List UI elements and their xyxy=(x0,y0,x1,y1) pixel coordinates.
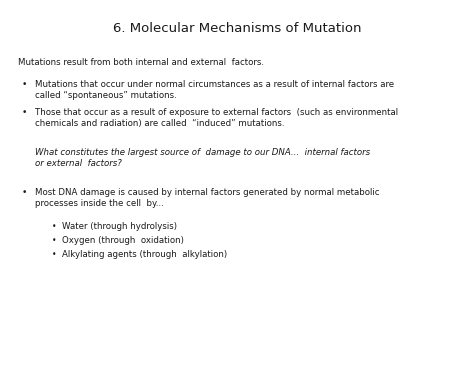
Text: or external  factors?: or external factors? xyxy=(35,159,122,168)
Text: •: • xyxy=(22,188,27,197)
Text: •: • xyxy=(52,222,56,231)
Text: What constitutes the largest source of  damage to our DNA...  internal factors: What constitutes the largest source of d… xyxy=(35,148,370,157)
Text: 6. Molecular Mechanisms of Mutation: 6. Molecular Mechanisms of Mutation xyxy=(113,22,361,35)
Text: Oxygen (through  oxidation): Oxygen (through oxidation) xyxy=(62,236,184,245)
Text: Mutations result from both internal and external  factors.: Mutations result from both internal and … xyxy=(18,58,264,67)
Text: Mutations that occur under normal circumstances as a result of internal factors : Mutations that occur under normal circum… xyxy=(35,80,394,89)
Text: Those that occur as a result of exposure to external factors  (such as environme: Those that occur as a result of exposure… xyxy=(35,108,398,117)
Text: Water (through hydrolysis): Water (through hydrolysis) xyxy=(62,222,177,231)
Text: chemicals and radiation) are called  “induced” mutations.: chemicals and radiation) are called “ind… xyxy=(35,119,284,128)
Text: processes inside the cell  by...: processes inside the cell by... xyxy=(35,199,164,208)
Text: Most DNA damage is caused by internal factors generated by normal metabolic: Most DNA damage is caused by internal fa… xyxy=(35,188,380,197)
Text: •: • xyxy=(52,250,56,259)
Text: Alkylating agents (through  alkylation): Alkylating agents (through alkylation) xyxy=(62,250,227,259)
Text: •: • xyxy=(22,80,27,89)
Text: •: • xyxy=(52,236,56,245)
Text: called “spontaneous” mutations.: called “spontaneous” mutations. xyxy=(35,91,177,100)
Text: •: • xyxy=(22,108,27,117)
